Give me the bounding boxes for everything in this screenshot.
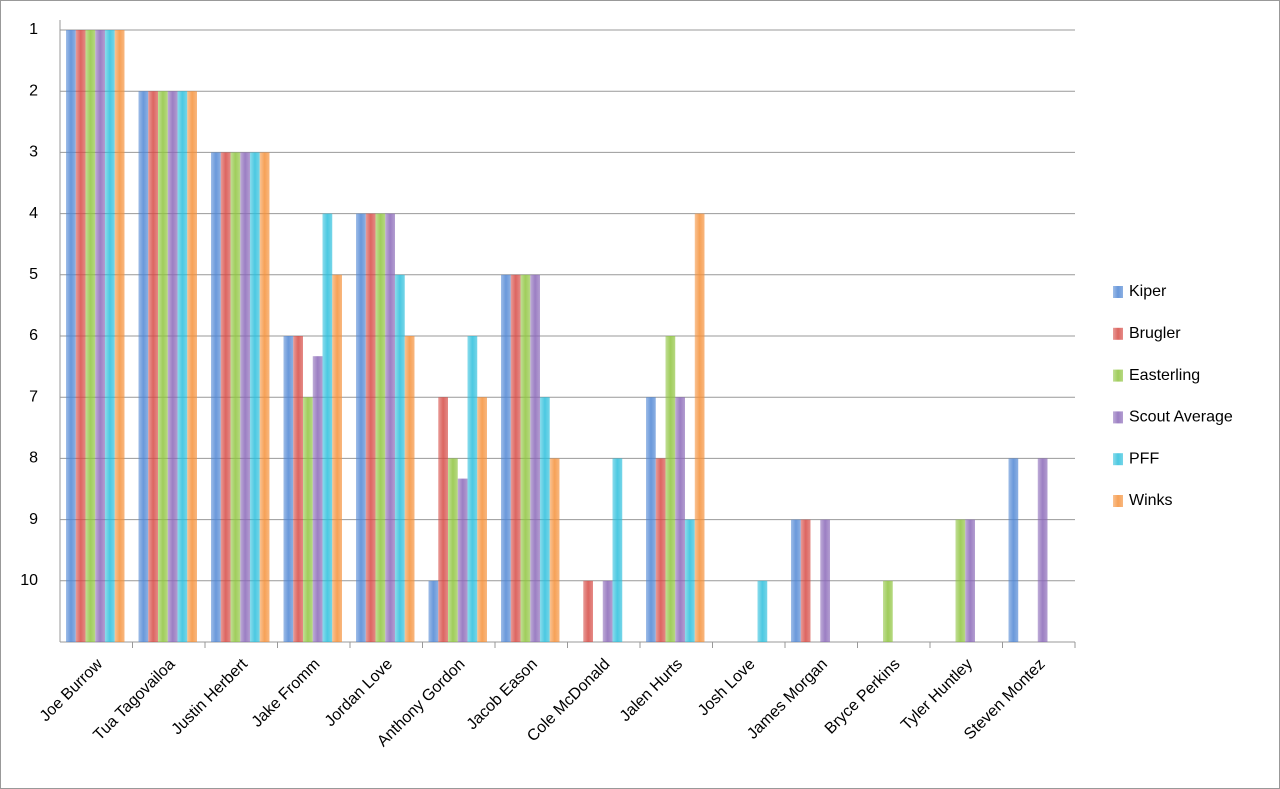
bar [283,336,294,642]
bar [332,274,342,642]
y-tick-label: 6 [29,327,38,344]
bar [883,580,893,642]
bar [965,519,975,642]
bar [510,274,521,642]
bar [230,152,241,642]
bar [646,397,656,642]
legend-swatch [1113,286,1123,298]
legend-label: Brugler [1129,325,1181,342]
bar [365,213,376,642]
y-tick-label: 4 [29,205,38,222]
bar [675,397,685,642]
legend-swatch [1113,495,1123,507]
bar [114,30,125,642]
bar [428,580,439,642]
legend-label: Kiper [1129,283,1167,300]
legend-swatch [1113,411,1123,424]
bar [694,213,705,642]
bar [240,152,250,642]
bar [448,458,458,642]
bar [655,458,666,642]
bar [66,30,76,642]
bar [95,30,105,642]
bar [757,580,768,642]
bar [250,152,260,642]
bar [467,336,478,642]
bar [211,152,221,642]
bar [293,336,303,642]
y-tick-label: 3 [29,144,38,161]
bar [138,91,149,642]
legend-swatch [1113,453,1123,466]
bar [685,519,695,642]
bar [322,213,333,642]
legend-label: PFF [1129,450,1159,467]
bar [148,91,158,642]
y-tick-label: 5 [29,266,38,283]
bar [530,274,540,642]
bar [177,91,188,642]
bar [665,336,676,642]
bar [356,213,366,642]
bar [1037,458,1048,642]
bar [820,519,830,642]
bar [791,519,801,642]
bar [167,91,178,642]
bar [501,274,511,642]
y-tick-label: 8 [29,450,38,467]
bar [800,519,811,642]
legend-swatch [1113,369,1123,382]
bar [375,213,386,642]
bar [477,397,487,642]
bar [457,478,468,642]
bar [105,30,115,642]
bar [303,397,313,642]
bar [395,274,405,642]
bar [259,152,270,642]
bar [602,580,613,642]
bar [85,30,96,642]
y-tick-label: 7 [29,388,38,405]
legend-swatch [1113,327,1123,340]
y-tick-label: 1 [29,21,38,38]
y-tick-label: 10 [20,572,38,589]
bar [404,336,415,642]
bar [220,152,231,642]
bar [1008,458,1019,642]
legend-label: Easterling [1129,367,1200,384]
bar [549,458,560,642]
bar [540,397,550,642]
y-tick-label: 2 [29,82,38,99]
bar [385,213,395,642]
bar [187,91,197,642]
bar [955,519,966,642]
bar [583,580,593,642]
legend-label: Scout Average [1129,409,1233,426]
bar [158,91,168,642]
bar [612,458,623,642]
y-tick-label: 9 [29,511,38,528]
bar [520,274,531,642]
legend-label: Winks [1129,492,1173,509]
bar [438,397,448,642]
bar [312,356,323,642]
bar [75,30,86,642]
